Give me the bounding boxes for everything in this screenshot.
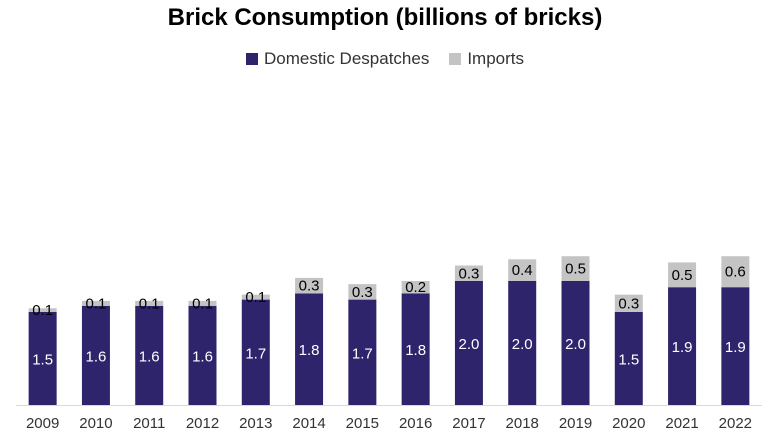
bar-imports xyxy=(188,300,217,306)
data-label-imports: 0.3 xyxy=(352,284,373,301)
bar-domestic xyxy=(668,287,697,405)
legend-swatch-imports xyxy=(449,53,462,65)
bar-domestic xyxy=(561,281,590,405)
data-label-imports: 0.2 xyxy=(405,279,426,296)
legend-item-imports: Imports xyxy=(449,49,524,69)
bar-imports xyxy=(295,277,324,294)
x-tick-label: 2009 xyxy=(26,415,59,432)
data-label-domestic: 2.0 xyxy=(458,336,479,353)
data-label-imports: 0.5 xyxy=(672,267,693,284)
legend-item-domestic: Domestic Despatches xyxy=(245,49,430,69)
bar-domestic xyxy=(81,305,110,405)
bar-domestic xyxy=(188,305,217,405)
data-label-imports: 0.6 xyxy=(725,264,746,281)
data-label-imports: 0.4 xyxy=(512,262,533,279)
x-tick-label: 2017 xyxy=(452,415,485,432)
legend-label-domestic: Domestic Despatches xyxy=(263,49,430,68)
data-label-imports: 0.3 xyxy=(299,278,320,295)
chart-title: Brick Consumption (billions of bricks) xyxy=(167,4,603,31)
data-label-domestic: 1.6 xyxy=(85,348,106,365)
bar-imports xyxy=(81,300,110,306)
data-label-imports: 0.1 xyxy=(245,289,266,306)
bar-imports xyxy=(508,259,537,281)
bar-imports xyxy=(614,294,643,312)
bar-domestic xyxy=(721,287,750,405)
data-label-imports: 0.5 xyxy=(565,261,586,278)
data-label-imports: 0.1 xyxy=(192,295,213,312)
bar-imports xyxy=(561,256,590,281)
legend: Domestic Despatches Imports xyxy=(0,49,770,69)
x-tick-label: 2014 xyxy=(292,415,325,432)
x-tick-label: 2019 xyxy=(559,415,592,432)
legend-label-imports: Imports xyxy=(467,49,525,68)
data-label-domestic: 1.8 xyxy=(299,342,320,359)
bar-imports xyxy=(135,300,164,306)
bar-imports xyxy=(401,281,430,294)
bar-imports xyxy=(668,262,697,288)
data-label-domestic: 1.5 xyxy=(32,352,53,369)
bar-domestic xyxy=(135,305,164,405)
x-tick-label: 2013 xyxy=(239,415,272,432)
x-tick-label: 2016 xyxy=(399,415,432,432)
legend-swatch-domestic xyxy=(245,53,258,65)
x-tick-label: 2022 xyxy=(719,415,752,432)
x-tick-label: 2021 xyxy=(665,415,698,432)
bar-domestic xyxy=(401,293,430,405)
data-label-domestic: 1.6 xyxy=(192,348,213,365)
data-label-imports: 0.1 xyxy=(85,295,106,312)
data-label-imports: 0.3 xyxy=(618,295,639,312)
bar-domestic xyxy=(28,312,57,405)
data-label-domestic: 2.0 xyxy=(512,336,533,353)
x-tick-label: 2012 xyxy=(186,415,219,432)
data-label-domestic: 1.8 xyxy=(405,342,426,359)
data-label-domestic: 1.6 xyxy=(139,348,160,365)
data-label-imports: 0.1 xyxy=(139,295,160,312)
data-label-imports: 0.3 xyxy=(458,265,479,282)
bar-imports xyxy=(348,284,377,300)
data-label-domestic: 1.7 xyxy=(245,345,266,362)
bar-domestic xyxy=(508,281,537,405)
bar-domestic xyxy=(614,312,643,405)
x-tick-label: 2011 xyxy=(133,415,165,432)
bar-imports xyxy=(28,308,57,312)
x-tick-label: 2018 xyxy=(506,415,539,432)
bar-imports xyxy=(241,294,270,300)
data-label-domestic: 1.5 xyxy=(618,352,639,369)
bar-domestic xyxy=(241,299,270,405)
bar-imports xyxy=(454,265,483,281)
data-label-domestic: 2.0 xyxy=(565,336,586,353)
data-label-domestic: 1.9 xyxy=(672,339,693,356)
x-tick-label: 2010 xyxy=(79,415,112,432)
data-label-domestic: 1.9 xyxy=(725,339,746,356)
bar-domestic xyxy=(454,281,483,405)
data-label-domestic: 1.7 xyxy=(352,345,373,362)
bar-imports xyxy=(721,256,750,288)
bar-domestic xyxy=(295,293,324,405)
data-label-imports: 0.1 xyxy=(32,302,53,319)
bar-domestic xyxy=(348,299,377,405)
x-tick-label: 2020 xyxy=(612,415,645,432)
x-tick-label: 2015 xyxy=(346,415,379,432)
